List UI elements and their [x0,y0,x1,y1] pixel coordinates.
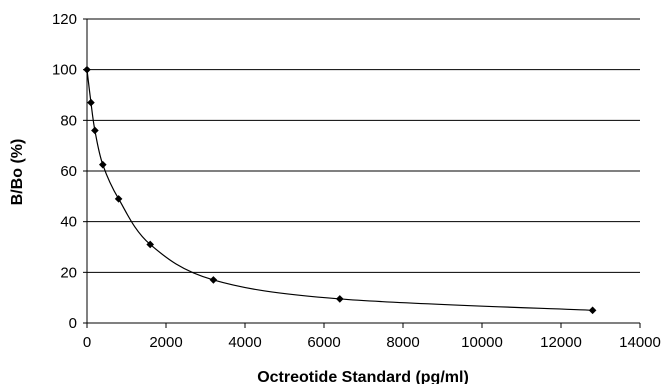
y-tick-labels: 0 20 40 60 80 100 120 [52,11,77,332]
x-tick-label: 4000 [228,334,261,351]
y-tick-label: 80 [60,112,77,129]
x-tick-label: 0 [83,334,91,351]
x-tick-label: 8000 [386,334,419,351]
data-point [114,195,123,203]
y-tick-label: 0 [69,315,77,332]
x-tick-label: 14000 [619,334,661,351]
y-tick-label: 40 [60,214,77,231]
x-tick-label: 2000 [149,334,182,351]
y-tick-label: 120 [52,11,77,28]
data-point [83,65,91,74]
data-point [588,306,597,315]
y-tick-label: 20 [60,264,77,281]
x-tick-labels: 0 2000 4000 6000 8000 10000 12000 14000 [83,334,661,351]
data-point [91,126,99,135]
y-tick-label: 60 [60,163,77,180]
axes [83,18,641,328]
x-tick-label: 10000 [461,334,503,351]
y-tick-label: 100 [52,62,77,79]
data-markers [83,65,597,315]
data-point [336,295,344,303]
data-point [209,276,218,284]
data-point [87,98,95,107]
y-axis-title: B/Bo (%) [9,139,26,206]
series-curve [86,69,593,311]
gridlines [87,18,640,273]
x-tick-label: 12000 [540,334,582,351]
data-point [99,160,107,169]
data-point [146,240,154,249]
x-tick-label: 6000 [307,334,340,351]
x-axis-title: Octreotide Standard (pg/ml) [257,369,469,384]
